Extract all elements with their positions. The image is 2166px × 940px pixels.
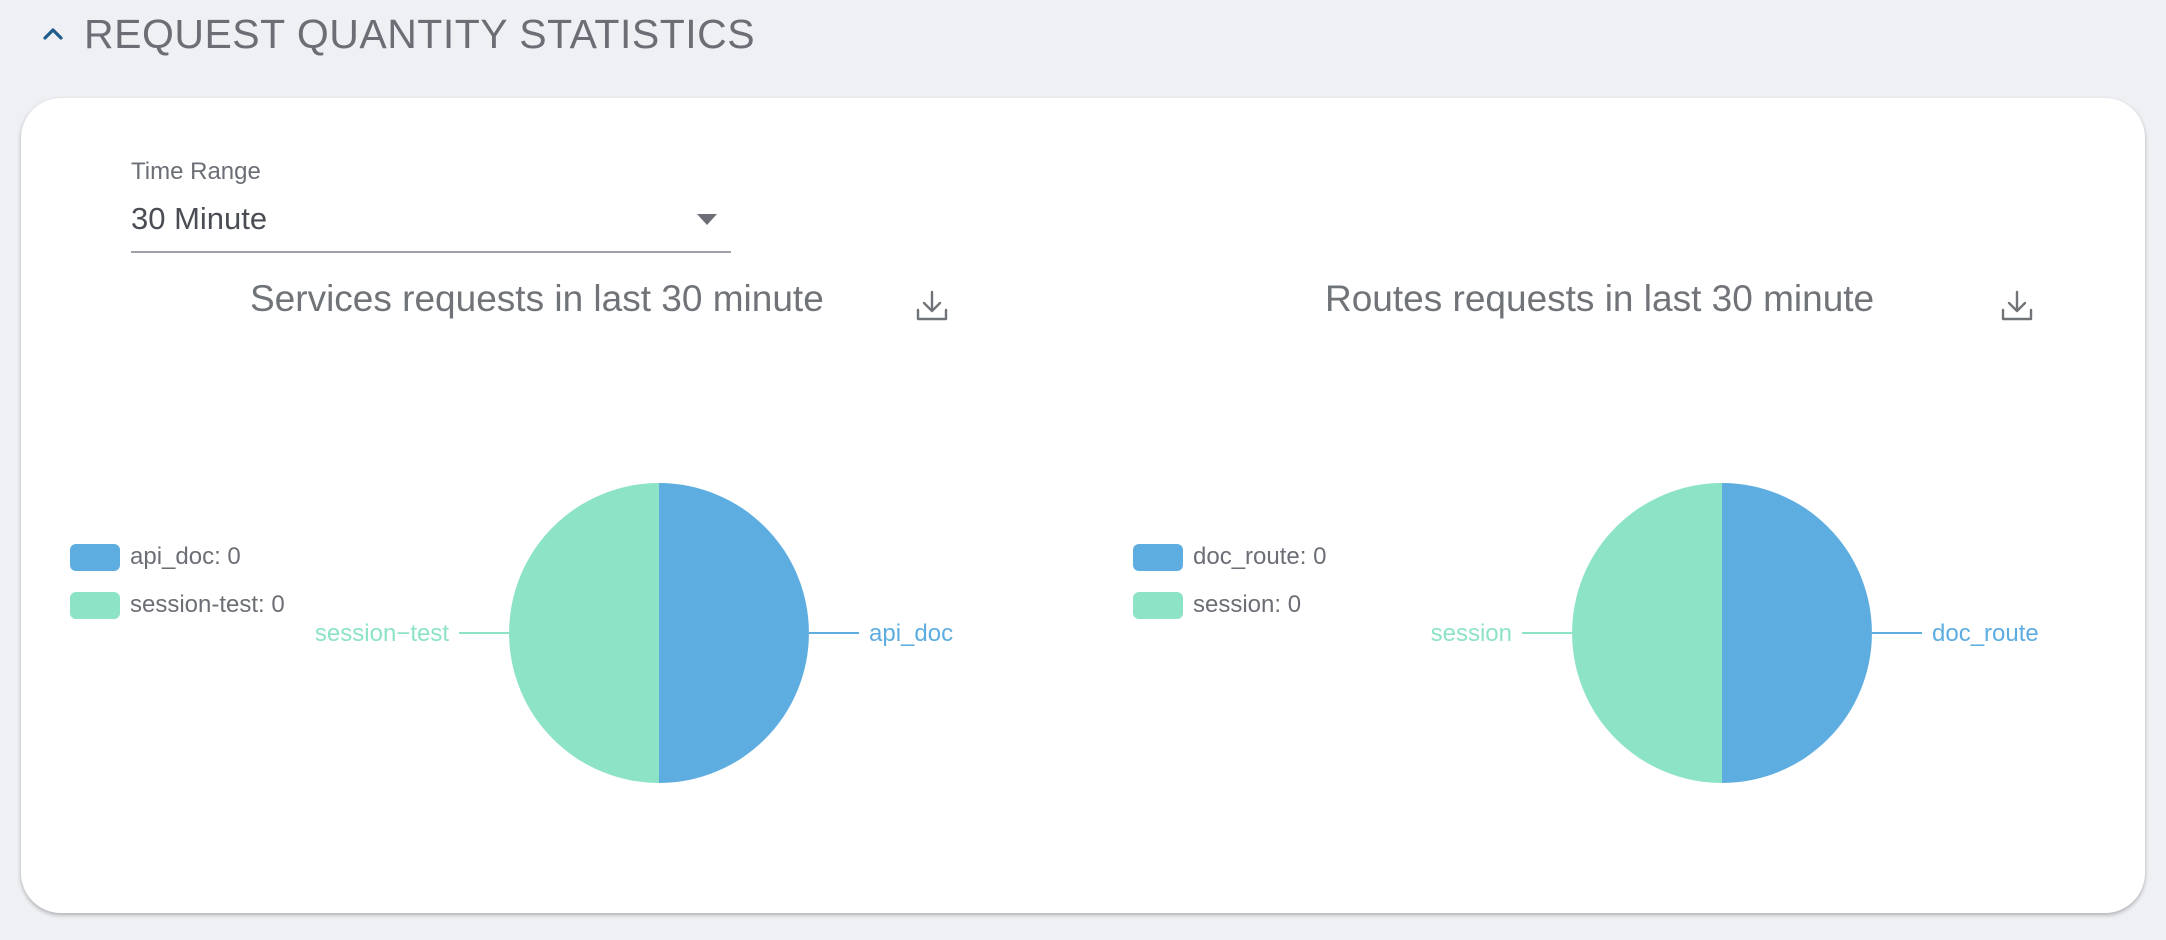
- section-title: REQUEST QUANTITY STATISTICS: [84, 10, 756, 57]
- pie-slice-doc-route[interactable]: [1722, 483, 1872, 783]
- time-range-label: Time Range: [131, 158, 261, 185]
- statistics-card: Time Range 30 Minute Services requests i…: [21, 98, 2145, 913]
- legend-label: api_doc: 0: [130, 543, 241, 570]
- legend-item[interactable]: doc_route: 0: [1133, 533, 1326, 581]
- routes-legend: doc_route: 0 session: 0: [1133, 533, 1326, 629]
- services-chart-title: Services requests in last 30 minute: [250, 278, 824, 319]
- time-range-value: 30 Minute: [131, 201, 268, 236]
- slice-label: session−test: [315, 620, 449, 647]
- routes-pie-chart: doc_route session: [1431, 483, 2039, 783]
- legend-swatch: [1133, 591, 1183, 619]
- download-icon[interactable]: [1999, 288, 2035, 324]
- legend-swatch: [70, 543, 120, 571]
- dropdown-arrow-icon[interactable]: [697, 214, 717, 225]
- slice-label: doc_route: [1932, 620, 2039, 647]
- legend-label: doc_route: 0: [1193, 543, 1327, 570]
- chevron-up-icon[interactable]: [38, 19, 68, 49]
- pie-slice-session[interactable]: [1572, 483, 1722, 783]
- download-icon[interactable]: [914, 288, 950, 324]
- slice-label: api_doc: [869, 620, 953, 647]
- pie-slice-session-test[interactable]: [509, 483, 659, 783]
- legend-item[interactable]: session: 0: [1133, 581, 1326, 629]
- legend-swatch: [70, 591, 120, 619]
- legend-swatch: [1133, 543, 1183, 571]
- legend-item[interactable]: api_doc: 0: [70, 533, 285, 581]
- routes-chart-title: Routes requests in last 30 minute: [1325, 278, 1875, 319]
- time-range-select[interactable]: Time Range 30 Minute: [131, 158, 731, 253]
- pie-slice-api-doc[interactable]: [659, 483, 809, 783]
- slice-label: session: [1431, 620, 1512, 647]
- legend-item[interactable]: session-test: 0: [70, 581, 285, 629]
- legend-label: session: 0: [1193, 591, 1302, 618]
- legend-label: session-test: 0: [130, 591, 285, 618]
- services-legend: api_doc: 0 session-test: 0: [70, 533, 285, 629]
- services-pie-chart: api_doc session−test: [315, 483, 953, 783]
- section-header[interactable]: REQUEST QUANTITY STATISTICS: [38, 8, 755, 60]
